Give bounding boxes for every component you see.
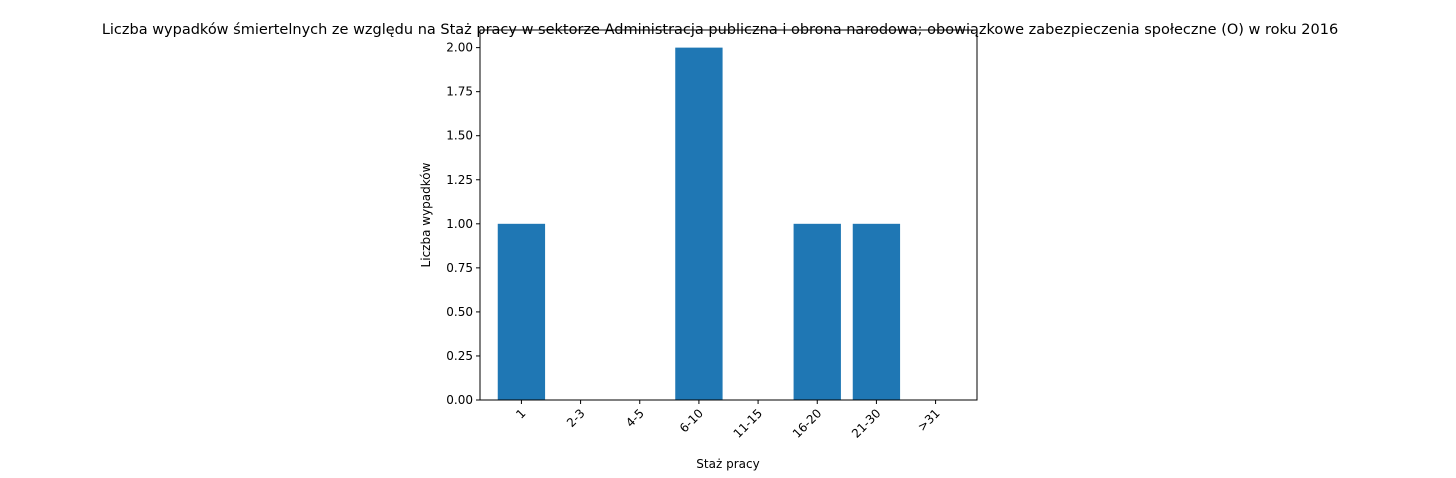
x-tick-label: >31 xyxy=(915,406,943,434)
x-tick-label: 16-20 xyxy=(790,406,825,441)
y-axis-label: Liczba wypadków xyxy=(419,162,433,267)
plot-area: 0.00 0.25 0.50 0.75 1.00 1.25 1.50 1.75 2.00 1 2-3… xyxy=(446,29,978,441)
axes-frame xyxy=(479,29,978,401)
x-tick-label: 11-15 xyxy=(731,406,766,441)
x-axis-label: Staż pracy xyxy=(696,457,759,471)
y-tick-label: 0.75 xyxy=(446,261,473,275)
y-tick-label: 2.00 xyxy=(446,41,473,55)
bar-21-30 xyxy=(852,223,901,400)
y-tick-label: 0.25 xyxy=(446,349,473,363)
y-tick-label: 0.00 xyxy=(446,393,473,407)
y-tick-label: 0.50 xyxy=(446,305,473,319)
x-tick-label: 1 xyxy=(513,406,528,421)
bar-16-20 xyxy=(793,223,841,400)
y-tick-label: 1.75 xyxy=(446,85,473,99)
bar-1 xyxy=(497,223,546,400)
y-tick-label: 1.25 xyxy=(446,173,473,187)
y-tick-label: 1.50 xyxy=(446,129,473,143)
x-tick-label: 4-5 xyxy=(623,406,647,430)
y-tick-label: 1.00 xyxy=(446,217,473,231)
x-tick-label: 21-30 xyxy=(849,406,884,441)
bar-6-10 xyxy=(675,47,723,400)
x-tick-label: 2-3 xyxy=(564,406,588,430)
x-tick-label: 6-10 xyxy=(677,406,706,435)
